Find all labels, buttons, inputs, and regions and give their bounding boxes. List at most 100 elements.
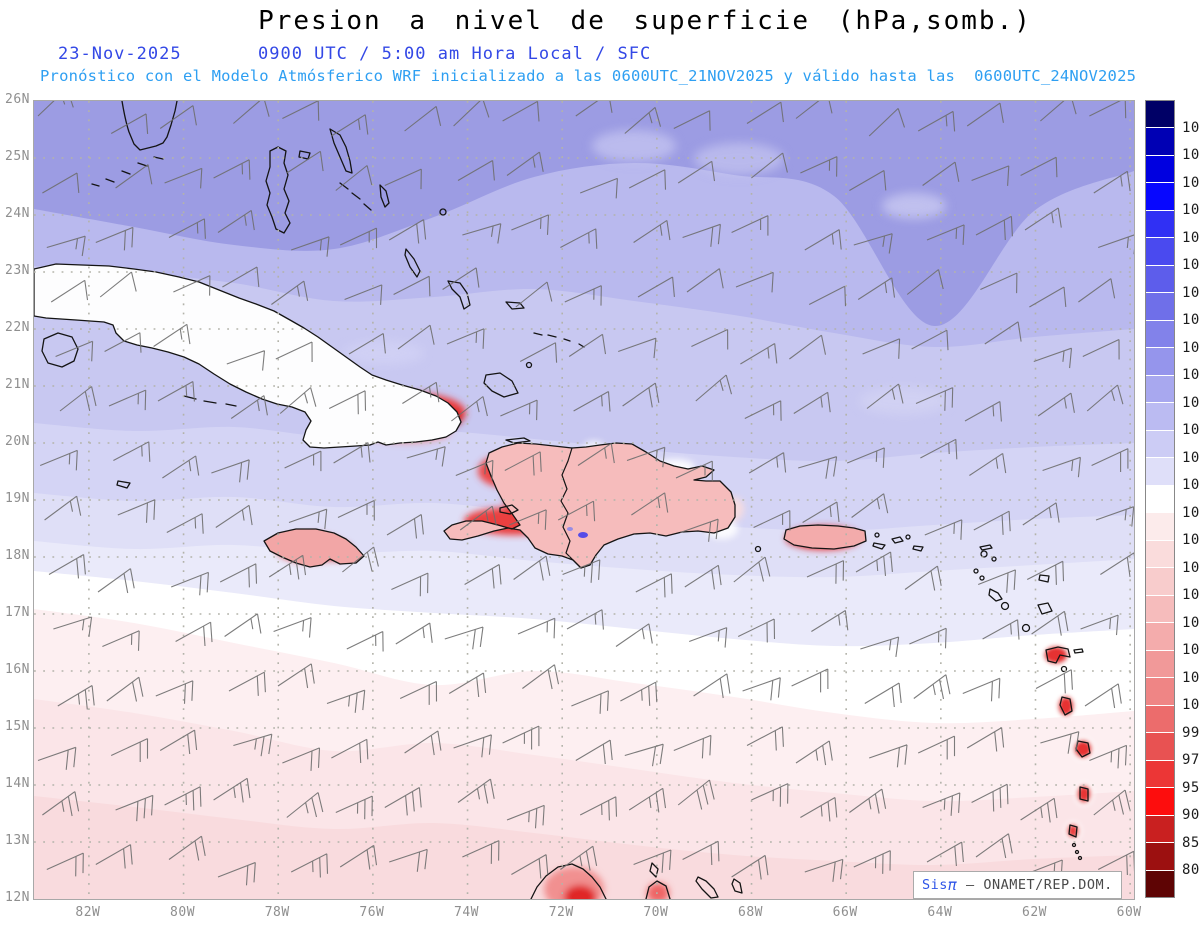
wind-barb bbox=[633, 219, 671, 243]
wind-barb bbox=[110, 738, 149, 762]
wind-barb bbox=[802, 501, 840, 523]
st-vincent bbox=[1068, 824, 1078, 838]
colorbar-tick-label: 1008 bbox=[1182, 587, 1200, 604]
lon-tick-label: 74W bbox=[454, 905, 480, 920]
grenadines-3 bbox=[1077, 855, 1083, 861]
wind-barb bbox=[628, 169, 667, 190]
colorbar-cell bbox=[1146, 101, 1174, 129]
lon-tick-label: 78W bbox=[264, 905, 290, 920]
lat-tick-label: 14N bbox=[5, 776, 30, 791]
wind-barb bbox=[904, 565, 942, 591]
wind-barb bbox=[1022, 502, 1060, 526]
wind-barb bbox=[982, 619, 1020, 640]
wind-barb bbox=[291, 236, 330, 257]
lon-tick-label: 60W bbox=[1116, 905, 1142, 920]
wind-barb bbox=[44, 495, 82, 521]
wind-barb bbox=[753, 510, 791, 531]
st-eustatius bbox=[979, 575, 985, 581]
wind-barb bbox=[339, 844, 378, 870]
lon-tick-label: 62W bbox=[1022, 905, 1047, 920]
colorbar-cell bbox=[1146, 815, 1174, 844]
lat-tick-label: 22N bbox=[5, 320, 30, 335]
lon-tick-label: 64W bbox=[927, 905, 953, 920]
wind-barb bbox=[1089, 744, 1128, 769]
wind-barb bbox=[677, 160, 716, 184]
grand-cayman bbox=[116, 480, 131, 489]
wind-barb bbox=[1040, 731, 1080, 754]
wind-barb bbox=[1024, 207, 1062, 231]
colorbar-tick-label: 1004 bbox=[1182, 642, 1200, 659]
wind-barb bbox=[277, 663, 315, 689]
wind-barb bbox=[455, 459, 494, 481]
lat-tick-label: 18N bbox=[5, 548, 30, 563]
wind-barb bbox=[869, 744, 908, 768]
long-island-bahamas bbox=[404, 248, 421, 278]
wind-barb bbox=[53, 616, 93, 637]
culebra bbox=[874, 532, 880, 538]
florida-keys bbox=[91, 156, 164, 187]
colorbar-tick-label: 1012 bbox=[1182, 532, 1200, 549]
colorbar-cell bbox=[1146, 788, 1174, 816]
wind-barb bbox=[213, 777, 251, 803]
wind-barb bbox=[1100, 552, 1134, 577]
wind-barb bbox=[164, 167, 203, 189]
model-run-info: Pronóstico con el Modelo Atmósferico WRF… bbox=[40, 67, 1137, 85]
wind-barb bbox=[284, 450, 322, 472]
colorbar-cell bbox=[1146, 155, 1174, 184]
pressure-map bbox=[34, 101, 1134, 899]
wind-barb bbox=[153, 323, 191, 347]
wind-barb bbox=[673, 734, 712, 759]
wind-barb bbox=[851, 493, 889, 518]
pi-symbol-icon: π bbox=[947, 876, 958, 894]
wind-barb bbox=[448, 672, 487, 698]
wind-barb bbox=[391, 572, 429, 597]
wind-barb bbox=[217, 209, 255, 233]
colorbar-tick-label: 1050 bbox=[1182, 119, 1200, 136]
wind-barb bbox=[389, 848, 428, 872]
wind-barb bbox=[173, 275, 211, 296]
wind-barb bbox=[1086, 384, 1124, 412]
curacao bbox=[695, 876, 719, 899]
great-inagua bbox=[483, 372, 519, 398]
wind-barb bbox=[168, 835, 206, 861]
wind-barb bbox=[504, 451, 542, 476]
wind-barb bbox=[571, 690, 609, 714]
wind-barb bbox=[406, 446, 446, 467]
wind-barb bbox=[1082, 339, 1120, 360]
wind-barb bbox=[339, 227, 378, 249]
wind-barb bbox=[115, 164, 153, 189]
nevis bbox=[1000, 601, 1010, 611]
wind-barb bbox=[962, 677, 1001, 702]
wind-barb bbox=[791, 668, 829, 693]
florida-coastline bbox=[121, 101, 178, 151]
wind-barb bbox=[444, 626, 484, 650]
colorbar-tick-label: 1014 bbox=[1182, 477, 1200, 494]
wind-barb bbox=[273, 617, 312, 638]
colorbar-tick-label: 1025 bbox=[1182, 257, 1200, 274]
wind-barb bbox=[677, 779, 715, 810]
gonave-island bbox=[499, 504, 519, 515]
colorbar-tick-label: 850 bbox=[1182, 834, 1200, 851]
wind-barb bbox=[860, 636, 900, 657]
wind-barb bbox=[622, 382, 660, 408]
wind-barb bbox=[42, 791, 80, 817]
wind-barb bbox=[271, 280, 309, 305]
wind-barb bbox=[517, 617, 556, 639]
colorbar-tick-label: 900 bbox=[1182, 807, 1200, 824]
anguilla bbox=[979, 544, 993, 551]
wind-barb bbox=[675, 460, 713, 482]
wind-barb bbox=[395, 622, 433, 645]
wind-barb bbox=[1097, 850, 1134, 876]
colorbar-cell bbox=[1146, 568, 1174, 596]
colorbar-tick-label: 1013 bbox=[1182, 504, 1200, 521]
wind-barb bbox=[1035, 669, 1073, 694]
forecast-date: 23-Nov-2025 bbox=[58, 44, 182, 64]
wind-barb bbox=[635, 573, 673, 598]
wind-barb bbox=[868, 108, 906, 137]
wind-barb bbox=[846, 447, 885, 468]
lat-tick-label: 24N bbox=[5, 206, 30, 221]
wind-barb bbox=[55, 340, 94, 362]
little-inagua bbox=[525, 361, 533, 369]
cuba-coastline bbox=[34, 263, 462, 449]
